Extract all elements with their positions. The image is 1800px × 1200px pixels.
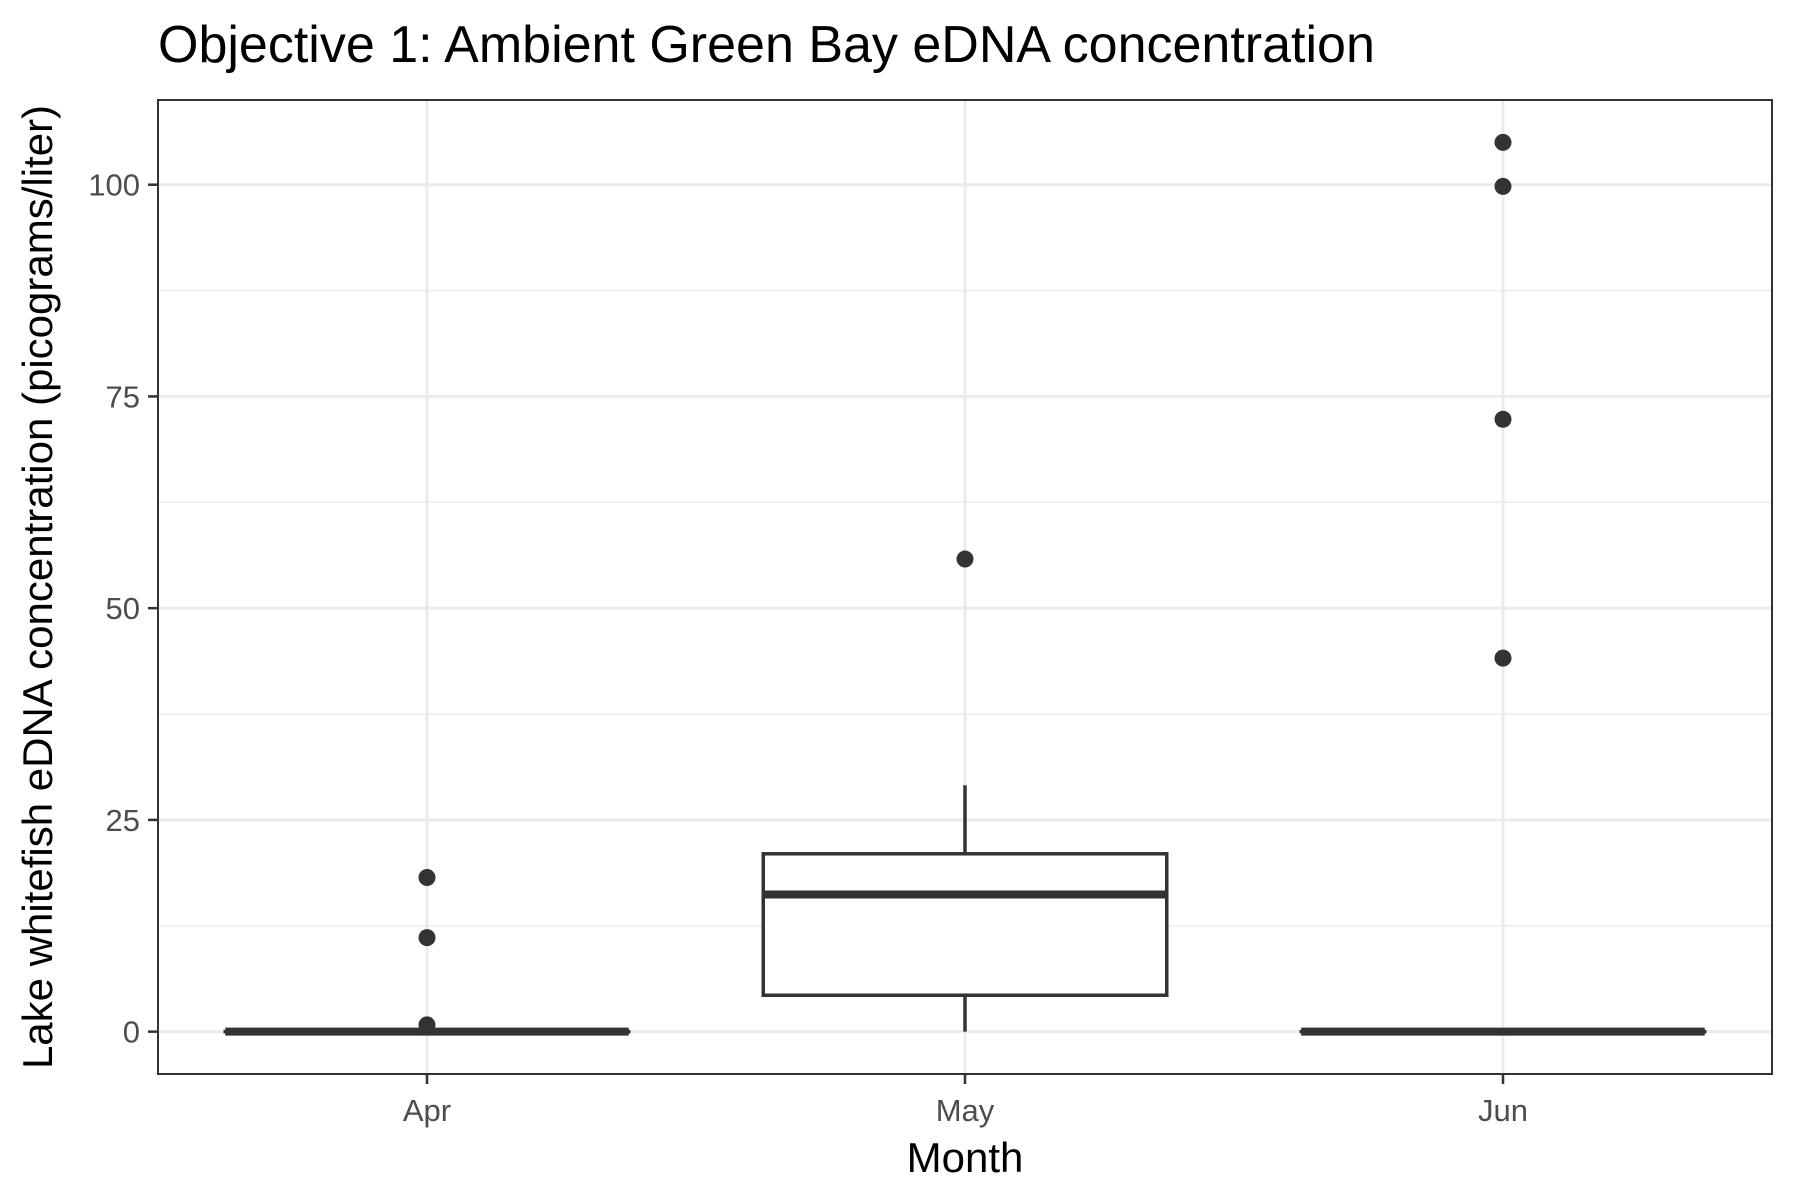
- y-tick-label: 25: [106, 803, 140, 838]
- y-tick-label: 100: [88, 168, 140, 203]
- outlier-point: [1494, 133, 1512, 151]
- axes-layer: 0 25 50 75 100 Apr May Jun: [88, 168, 1528, 1128]
- y-tick-label: 0: [123, 1015, 140, 1050]
- box-group-may: [761, 550, 1169, 1032]
- boxes-layer: [223, 133, 1707, 1036]
- outlier-point: [1494, 649, 1512, 667]
- y-tick-label: 75: [106, 379, 140, 414]
- outlier-point: [418, 869, 436, 887]
- x-tick-label: Apr: [403, 1093, 451, 1128]
- outlier-point: [418, 1016, 436, 1034]
- outlier-point: [1494, 177, 1512, 195]
- box-group-jun: [1299, 133, 1707, 1036]
- box-group-apr: [223, 869, 631, 1036]
- y-tick-label: 50: [106, 591, 140, 626]
- iqr-box: [761, 852, 1169, 997]
- x-tick-label: Jun: [1478, 1093, 1528, 1128]
- outlier-point: [418, 929, 436, 947]
- outlier-point: [956, 550, 974, 568]
- chart-title: Objective 1: Ambient Green Bay eDNA conc…: [158, 16, 1375, 74]
- x-axis-title: Month: [907, 1134, 1024, 1181]
- y-axis-title: Lake whitefish eDNA concentration (picog…: [14, 105, 61, 1069]
- outlier-point: [1494, 410, 1512, 428]
- x-tick-label: May: [936, 1093, 995, 1128]
